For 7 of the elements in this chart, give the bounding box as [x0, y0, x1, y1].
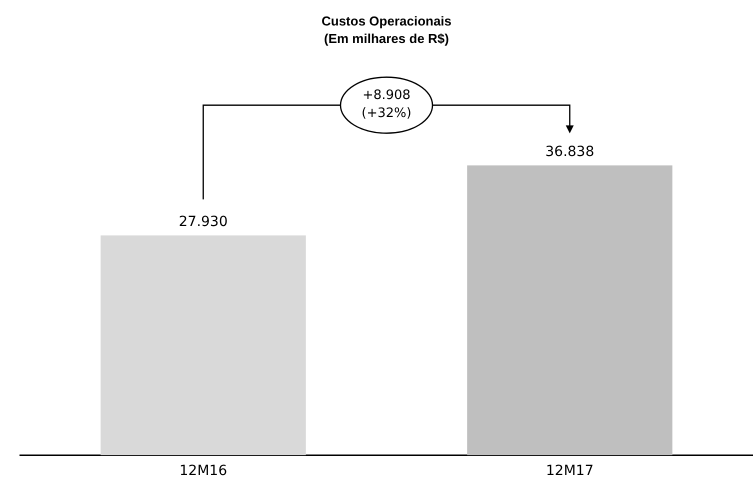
chart-subtitle: (Em milhares de R$): [324, 30, 449, 46]
chart-title: Custos Operacionais: [321, 13, 452, 28]
data-label: 27.930: [178, 214, 228, 230]
text: +8.908 (+32%): [362, 87, 412, 124]
data-label: 36.838: [545, 144, 594, 160]
x-tick-label: 12M16: [179, 463, 228, 480]
x-tick-label: 12M17: [546, 463, 594, 480]
